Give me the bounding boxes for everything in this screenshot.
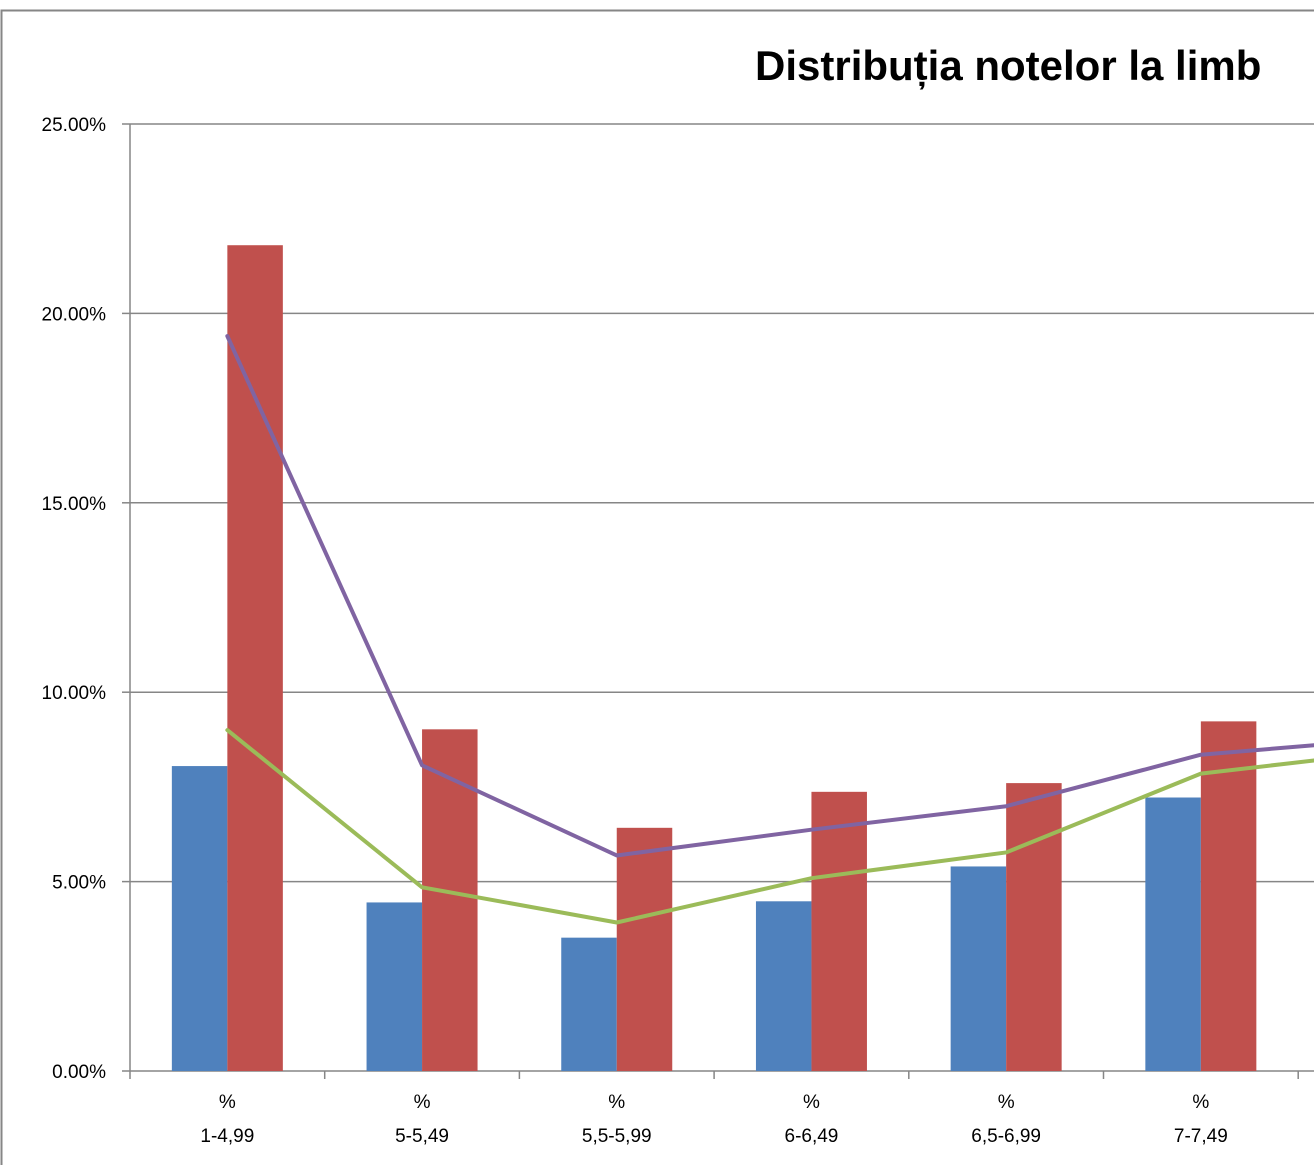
chart-title: Distribuția notelor la limb xyxy=(755,42,1261,90)
x-tick-label: % 6-6,49 xyxy=(785,1092,839,1147)
x-tick-label: % 5-5,49 xyxy=(395,1092,449,1147)
x-tick-label: % 6,5-6,99 xyxy=(971,1092,1041,1147)
bar-series-2 xyxy=(227,245,283,1071)
bar-series-2 xyxy=(616,827,673,1071)
bar-series-2 xyxy=(811,791,867,1071)
bar-series-1 xyxy=(1145,797,1201,1071)
tick-labels: 0.00% 5.00% 10.00% 15.00% 20.00% 25.00% % 1-4,9… xyxy=(42,115,1228,1147)
y-tick-label: 0.00% xyxy=(52,1062,106,1083)
bar-series-1 xyxy=(755,901,812,1071)
bar-series-2 xyxy=(1006,783,1062,1071)
y-tick-label: 5.00% xyxy=(52,873,106,894)
y-tick-label: 25.00% xyxy=(42,115,107,136)
bar-series-1 xyxy=(366,902,423,1071)
bar-series-2 xyxy=(422,729,478,1071)
y-tick-label: 10.00% xyxy=(42,683,107,704)
y-tick-label: 20.00% xyxy=(42,304,107,325)
axes xyxy=(122,123,1314,1079)
line-series-1 xyxy=(225,334,1314,858)
lines xyxy=(225,334,1314,925)
bar-series-2 xyxy=(1200,721,1257,1071)
gridlines xyxy=(130,123,1314,883)
x-tick-label: % 1-4,99 xyxy=(200,1092,254,1147)
bar-series-1 xyxy=(171,766,228,1071)
y-tick-label: 15.00% xyxy=(42,494,107,515)
x-tick-label: % 7-7,49 xyxy=(1174,1092,1228,1147)
bar-series-1 xyxy=(950,866,1007,1071)
x-tick-label: % 5,5-5,99 xyxy=(582,1092,652,1147)
bar-series-1 xyxy=(561,937,617,1071)
line-series-2 xyxy=(225,728,1314,925)
